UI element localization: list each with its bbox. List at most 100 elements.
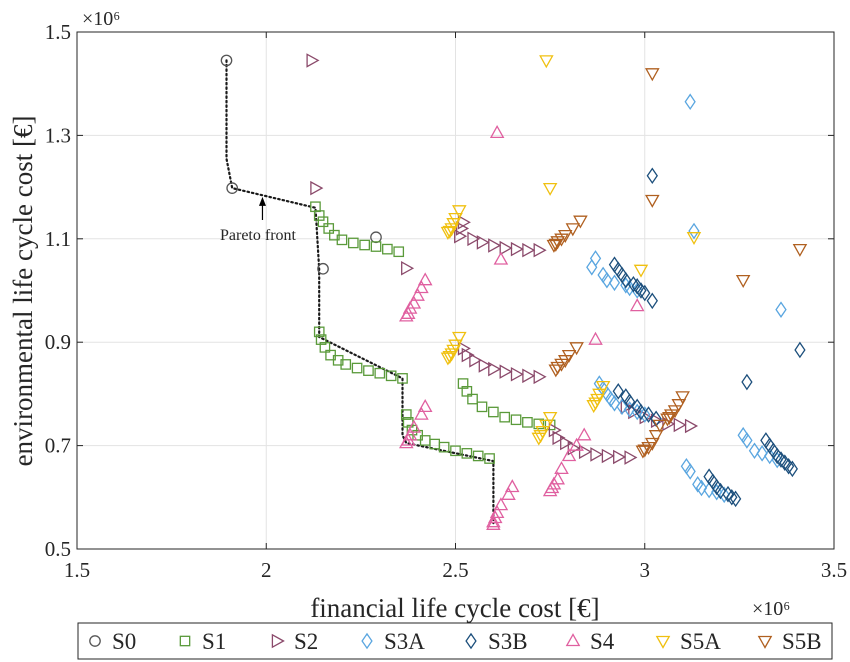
data-points	[220, 53, 808, 530]
legend: S0 S1 S2 S3A S3B S4 S5A S5B	[77, 622, 833, 660]
point-s1	[484, 453, 495, 464]
point-s5b	[671, 399, 687, 413]
point-s5b	[652, 419, 668, 433]
point-s1	[472, 450, 484, 462]
point-s3a	[764, 447, 776, 465]
point-s5b	[573, 215, 588, 229]
point-s2	[560, 435, 574, 451]
point-s3b	[646, 292, 658, 310]
point-s2	[522, 242, 536, 258]
point-s5b	[662, 411, 677, 426]
point-s4	[561, 448, 577, 462]
point-s1	[393, 246, 405, 258]
point-s4	[406, 419, 422, 433]
point-s3a	[756, 445, 768, 462]
point-s1	[313, 210, 325, 221]
point-s3a	[775, 301, 787, 318]
point-s3a	[601, 271, 613, 289]
axis-ticks: 1.5 2 2.5 3 3.5 0.5 0.7 0.9 1.1 1.3 1.5	[45, 20, 847, 582]
legend-item-s3a: S3A	[361, 629, 425, 654]
legend-marker-s5b	[757, 635, 773, 649]
point-s3b	[620, 271, 632, 289]
point-s1	[522, 417, 533, 428]
point-s3b	[782, 457, 795, 475]
point-s4	[402, 427, 418, 441]
point-s4	[410, 287, 425, 301]
point-s2	[461, 347, 475, 363]
point-s3b	[741, 373, 753, 391]
point-s1	[510, 414, 522, 426]
legend-marker-s2	[271, 633, 285, 649]
point-s5a	[451, 205, 467, 219]
point-s0	[317, 262, 329, 275]
point-s1	[317, 216, 329, 228]
point-s3b	[726, 489, 738, 506]
y-tick-label: 0.9	[45, 330, 71, 354]
point-s3b	[635, 282, 647, 299]
point-s5b	[660, 413, 675, 427]
point-s5b	[548, 238, 564, 252]
point-s3b	[612, 383, 624, 400]
series-s1	[310, 201, 556, 464]
point-s2	[310, 180, 324, 196]
point-s1	[488, 406, 499, 418]
pareto-annotation: Pareto front	[220, 196, 297, 244]
x-tick-label: 3	[640, 558, 651, 582]
point-s3b	[794, 341, 806, 359]
point-s2	[522, 368, 536, 384]
point-s4	[417, 272, 433, 286]
point-s5b	[644, 68, 660, 82]
point-s1	[313, 326, 325, 338]
point-s4	[402, 300, 418, 314]
point-s0	[220, 54, 233, 67]
point-s2	[552, 430, 566, 446]
point-s2	[499, 240, 513, 256]
y-axis-label: environmental life cycle cost [€]	[8, 116, 38, 467]
point-s5b	[569, 342, 584, 356]
legend-label: S3B	[488, 629, 528, 654]
series-s5b	[546, 68, 808, 459]
point-s2	[510, 241, 524, 257]
point-s3b	[639, 284, 651, 302]
point-s5a	[542, 411, 558, 426]
point-s1	[461, 385, 473, 397]
point-s5a	[451, 331, 467, 345]
point-s3a	[695, 479, 708, 497]
point-s5b	[667, 405, 683, 419]
point-s2	[499, 364, 513, 379]
point-s3a	[639, 406, 651, 423]
y-tick-label: 1.5	[45, 20, 71, 44]
legend-marker-s5a	[655, 635, 671, 649]
point-s2	[467, 231, 481, 247]
point-s2	[578, 444, 593, 460]
point-s5b	[557, 229, 573, 244]
legend-label: S2	[294, 629, 318, 654]
series-s5a	[440, 55, 702, 446]
point-s1	[336, 234, 348, 246]
point-s3a	[748, 442, 761, 460]
pareto-front-line	[225, 59, 495, 525]
point-s3a	[718, 486, 730, 504]
point-s1	[400, 409, 412, 420]
point-s3a	[684, 93, 696, 111]
point-s5a	[442, 225, 458, 239]
point-s5b	[641, 441, 656, 456]
legend-box	[77, 622, 833, 660]
point-s5a	[586, 400, 601, 414]
point-s4	[489, 124, 505, 139]
point-s1	[340, 359, 352, 370]
point-s0	[226, 182, 239, 194]
point-s4	[588, 331, 603, 345]
point-s3b	[729, 490, 742, 508]
point-s2	[613, 449, 627, 465]
point-s2	[533, 369, 547, 385]
legend-marker-s1	[179, 635, 191, 647]
point-s3b	[642, 406, 655, 423]
point-s2	[510, 366, 524, 382]
point-s5a	[539, 55, 554, 69]
series-s4	[398, 124, 645, 530]
point-s3b	[635, 403, 647, 421]
point-s4	[398, 308, 414, 322]
point-s5a	[440, 352, 456, 366]
point-s3b	[646, 167, 658, 185]
